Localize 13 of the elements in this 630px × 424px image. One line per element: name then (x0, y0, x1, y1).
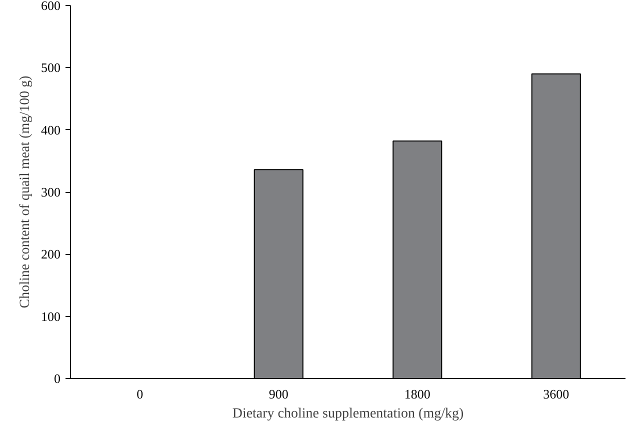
x-tick-label: 3600 (543, 386, 570, 402)
y-tick-label: 600 (41, 0, 60, 13)
y-tick-label: 500 (41, 60, 60, 76)
x-axis-title: Dietary choline supplementation (mg/kg) (232, 406, 464, 422)
y-tick-label: 200 (41, 246, 60, 262)
y-axis-title: Choline content of quail meat (mg/100 g) (18, 75, 33, 308)
y-tick-label: 400 (41, 122, 60, 138)
x-tick-label: 0 (136, 386, 144, 402)
y-tick-label: 100 (41, 308, 60, 324)
y-tick-label: 300 (41, 184, 60, 200)
x-tick-label: 1800 (404, 386, 430, 402)
y-tick-label: 0 (54, 371, 60, 386)
x-tick-label: 900 (268, 386, 288, 402)
